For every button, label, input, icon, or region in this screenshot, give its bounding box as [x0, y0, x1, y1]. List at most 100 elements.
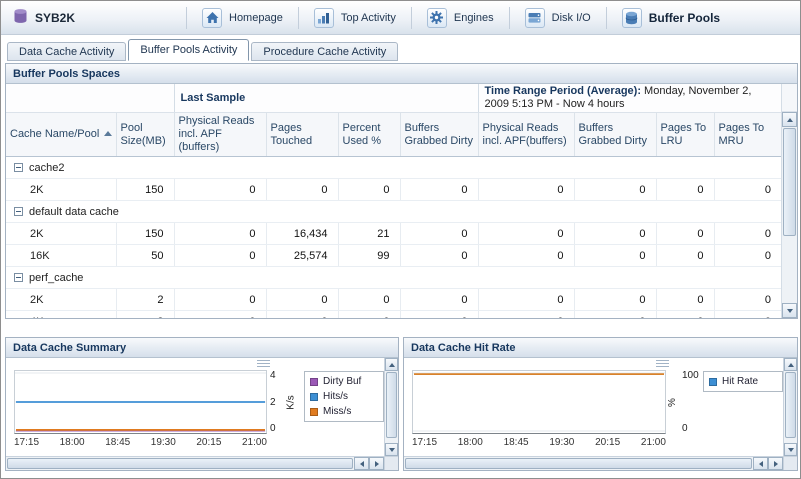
panel-title: Data Cache Hit Rate	[404, 338, 797, 358]
column-header-physical-reads-avg[interactable]: Physical Reads incl. APF(buffers)	[477, 112, 574, 157]
top-toolbar: SYB2K Homepage Top Activity	[1, 1, 800, 35]
column-header-pages-to-lru[interactable]: Pages To LRU	[655, 112, 714, 157]
legend-item-hit-rate: Hit Rate	[709, 376, 777, 387]
y-axis-ticks: 100 0	[682, 370, 699, 434]
scroll-down-button[interactable]	[784, 443, 797, 456]
nav-item-homepage[interactable]: Homepage	[187, 1, 298, 34]
nav-item-buffer-pools[interactable]: Buffer Pools	[607, 1, 735, 34]
table-row: 16K 50 0 25,574 99 0 0 0 0 0	[6, 244, 781, 267]
chart-vertical-scrollbar	[384, 358, 398, 456]
scroll-up-button[interactable]	[784, 358, 797, 371]
scrollbar-track[interactable]	[782, 127, 797, 303]
server-name: SYB2K	[35, 10, 76, 25]
scroll-right-button[interactable]	[768, 457, 783, 470]
scroll-right-button[interactable]	[369, 457, 384, 470]
collapse-icon[interactable]	[14, 206, 23, 216]
scrollbar-thumb[interactable]	[405, 458, 752, 469]
scroll-up-button[interactable]	[385, 358, 398, 371]
tab-procedure-cache-activity[interactable]: Procedure Cache Activity	[251, 42, 399, 61]
buffer-pools-spaces-panel: Buffer Pools Spaces Last Sample Time Ran…	[5, 63, 798, 319]
legend-swatch	[310, 377, 318, 386]
nav-separator	[297, 6, 299, 29]
scroll-up-button[interactable]	[782, 112, 797, 127]
column-header-pool-size[interactable]: Pool Size(MB)	[115, 112, 174, 157]
nav-separator	[605, 6, 607, 29]
server-database-icon	[13, 8, 28, 27]
scrollbar-thumb[interactable]	[783, 128, 796, 236]
scrollbar-track[interactable]	[385, 371, 398, 443]
collapse-icon[interactable]	[14, 162, 23, 172]
gear-icon	[426, 7, 447, 28]
hit-rate-line-chart	[412, 370, 666, 434]
server-brand: SYB2K	[1, 8, 186, 27]
scroll-left-button[interactable]	[753, 457, 768, 470]
scroll-down-button[interactable]	[782, 303, 797, 318]
scrollbar-corner	[783, 457, 797, 470]
x-axis-labels: 17:15 18:00 18:45 19:30 20:15 21:00	[412, 437, 666, 448]
legend-swatch	[310, 392, 318, 401]
chart-menu-icon[interactable]	[656, 360, 669, 369]
last-sample-header: Last Sample	[173, 84, 478, 113]
column-header-pages-touched[interactable]: Pages Touched	[265, 112, 338, 157]
column-header-percent-used[interactable]: Percent Used %	[337, 112, 400, 157]
table-group-header-row: Last Sample Time Range Period (Average):…	[6, 84, 781, 113]
chart-legend: Dirty Buf Hits/s Miss/s	[304, 371, 384, 422]
chart-menu-icon[interactable]	[257, 360, 270, 369]
table-column-header-row: Cache Name/Pool Pool Size(MB) Physical R…	[6, 112, 781, 157]
scrollbar-thumb[interactable]	[785, 372, 796, 438]
disk-icon	[524, 7, 545, 28]
scrollbar-corner	[384, 457, 398, 470]
column-header-buffers-grabbed-dirty[interactable]: Buffers Grabbed Dirty	[399, 112, 478, 157]
data-cache-hit-rate-panel: Data Cache Hit Rate 17:15 18:00 18:45 19:3…	[403, 337, 798, 471]
panel-title: Buffer Pools Spaces	[6, 64, 797, 84]
scrollbar-track[interactable]	[6, 457, 354, 470]
legend-swatch	[310, 407, 318, 416]
sort-ascending-icon	[104, 131, 113, 136]
legend-item-miss: Miss/s	[310, 406, 378, 417]
pool-cell: 2K	[6, 178, 116, 201]
column-header-cache-name-pool[interactable]: Cache Name/Pool	[6, 112, 116, 157]
pool-cell: 2K	[6, 222, 116, 245]
legend-swatch	[709, 377, 717, 386]
column-header-buffers-grabbed-dirty-avg[interactable]: Buffers Grabbed Dirty	[573, 112, 656, 157]
y-axis-unit-label: %	[667, 397, 678, 407]
panel-title: Data Cache Summary	[6, 338, 398, 358]
scroll-down-button[interactable]	[385, 443, 398, 456]
scrollbar-thumb[interactable]	[7, 458, 353, 469]
table-row: 2K 2 0 0 0 0 0 0 0 0	[6, 288, 781, 311]
chart-horizontal-scrollbar	[6, 456, 398, 470]
table-vertical-scrollbar	[781, 84, 797, 318]
scrollbar-track[interactable]	[784, 371, 797, 443]
nav-item-engines[interactable]: Engines	[412, 1, 509, 34]
nav-item-top-activity[interactable]: Top Activity	[299, 1, 411, 34]
tab-buffer-pools-activity[interactable]: Buffer Pools Activity	[128, 39, 250, 61]
nav-separator	[186, 6, 187, 29]
collapse-icon[interactable]	[14, 272, 23, 282]
nav-item-disk-io[interactable]: Disk I/O	[510, 1, 606, 34]
legend-item-dirty-buf: Dirty Buf	[310, 376, 378, 387]
table-row: 2K 150 0 0 0 0 0 0 0 0	[6, 178, 781, 201]
tab-data-cache-activity[interactable]: Data Cache Activity	[7, 42, 127, 61]
cache-group-label: perf_cache	[29, 271, 84, 284]
pool-cell: 4K	[6, 310, 116, 318]
tab-bar: Data Cache Activity Buffer Pools Activit…	[1, 37, 800, 61]
y-axis-unit-label: K/s	[286, 394, 298, 410]
legend-item-hits: Hits/s	[310, 391, 378, 402]
pool-cell: 16K	[6, 244, 116, 267]
cache-group-row: cache2	[6, 156, 781, 179]
table-row: 2K 150 0 16,434 21 0 0 0 0 0	[6, 222, 781, 245]
buffer-pools-table: Last Sample Time Range Period (Average):…	[6, 84, 781, 318]
nav-separator	[508, 6, 510, 29]
scrollbar-thumb[interactable]	[386, 372, 397, 438]
scroll-left-button[interactable]	[354, 457, 369, 470]
buffer-pools-database-icon	[621, 7, 642, 28]
cache-group-row: perf_cache	[6, 266, 781, 289]
bar-chart-icon	[313, 7, 334, 28]
scrollbar-track[interactable]	[404, 457, 753, 470]
cache-group-label: cache2	[29, 161, 65, 174]
column-header-pages-to-mru[interactable]: Pages To MRU	[713, 112, 781, 157]
column-header-physical-reads[interactable]: Physical Reads incl. APF (buffers)	[173, 112, 266, 157]
chart-legend: Hit Rate	[703, 371, 783, 392]
